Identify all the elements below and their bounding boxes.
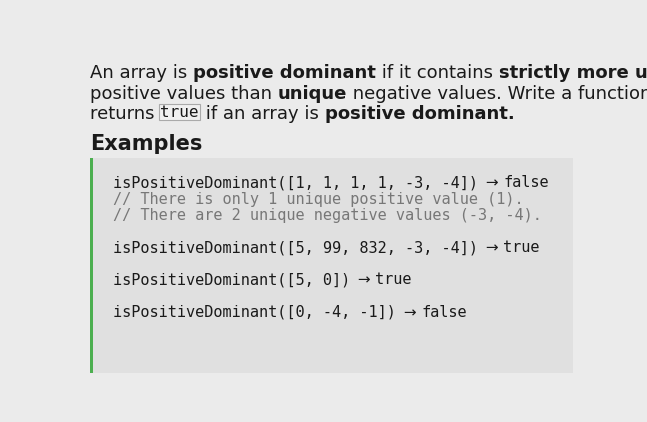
Text: returns: returns xyxy=(90,105,160,122)
Text: An array is: An array is xyxy=(90,65,193,82)
Text: true: true xyxy=(375,272,412,287)
Text: isPositiveDominant([1, 1, 1, 1, -3, -4]): isPositiveDominant([1, 1, 1, 1, -3, -4]) xyxy=(113,176,478,190)
FancyBboxPatch shape xyxy=(90,158,93,373)
Text: // There is only 1 unique positive value (1).: // There is only 1 unique positive value… xyxy=(113,192,524,206)
Text: if it contains: if it contains xyxy=(376,65,499,82)
FancyBboxPatch shape xyxy=(90,158,573,373)
Text: Examples: Examples xyxy=(90,134,203,154)
Text: isPositiveDominant([0, -4, -1]): isPositiveDominant([0, -4, -1]) xyxy=(113,305,397,320)
Text: positive values than: positive values than xyxy=(90,84,278,103)
Text: →: → xyxy=(399,305,421,320)
Text: true: true xyxy=(160,105,199,119)
Text: positive dominant.: positive dominant. xyxy=(325,105,515,122)
Text: false: false xyxy=(421,305,466,320)
Text: negative values. Write a function that: negative values. Write a function that xyxy=(347,84,647,103)
Text: strictly more unique: strictly more unique xyxy=(499,65,647,82)
Text: isPositiveDominant([5, 0]): isPositiveDominant([5, 0]) xyxy=(113,272,351,287)
Text: unique: unique xyxy=(278,84,347,103)
FancyBboxPatch shape xyxy=(159,104,200,120)
Text: isPositiveDominant([5, 99, 832, -3, -4]): isPositiveDominant([5, 99, 832, -3, -4]) xyxy=(113,240,478,255)
Text: →: → xyxy=(353,272,375,287)
Text: true: true xyxy=(503,240,540,255)
Text: →: → xyxy=(481,176,503,190)
Text: false: false xyxy=(503,176,549,190)
Text: →: → xyxy=(481,240,503,255)
Text: if an array is: if an array is xyxy=(201,105,325,122)
Text: positive dominant: positive dominant xyxy=(193,65,376,82)
Text: // There are 2 unique negative values (-3, -4).: // There are 2 unique negative values (-… xyxy=(113,208,542,223)
